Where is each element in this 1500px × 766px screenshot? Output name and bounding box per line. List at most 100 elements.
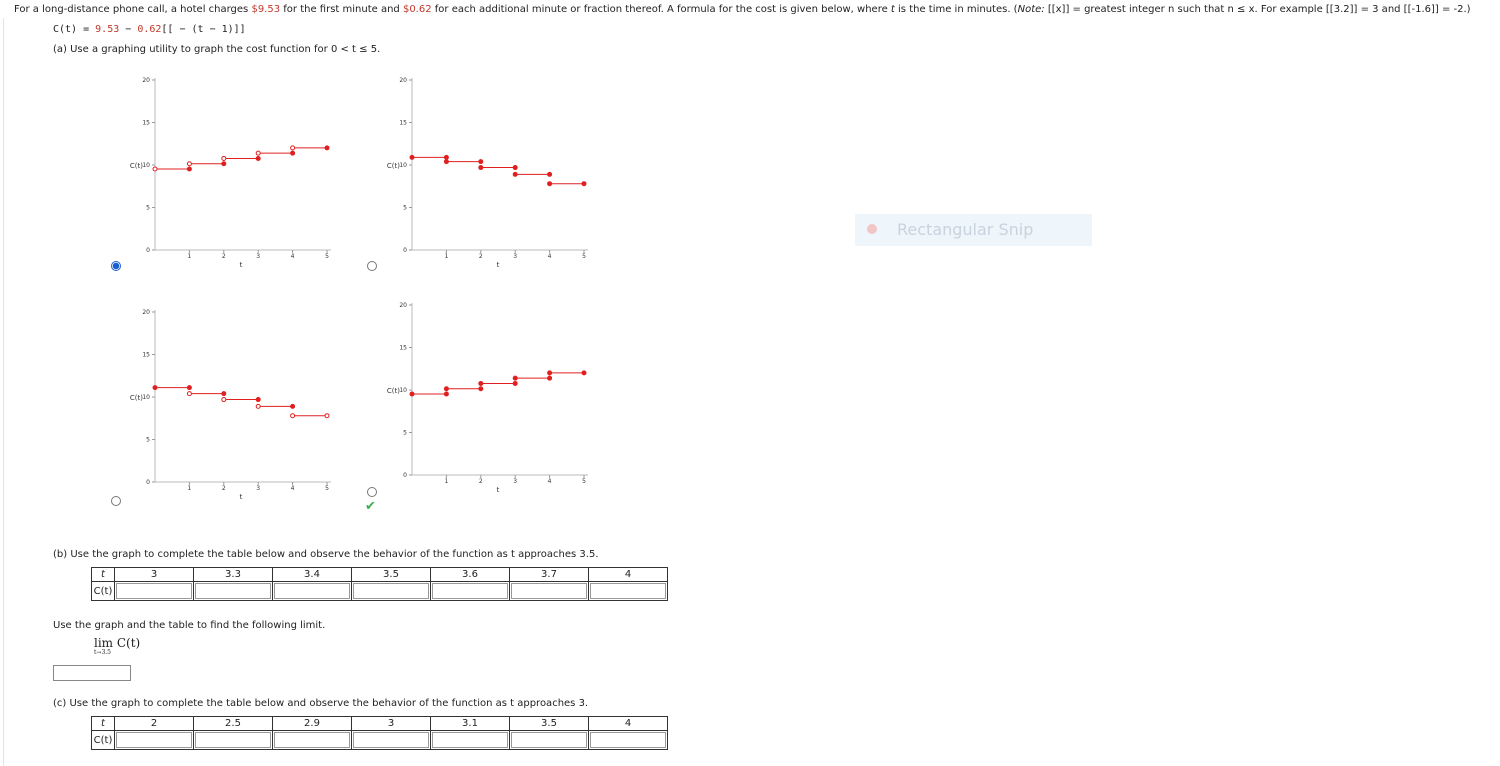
step-right-endpoint [581,181,587,187]
x-tick-label: 2 [479,478,483,485]
step-left-endpoint [152,166,158,172]
page-left-rule [3,18,4,766]
ct-cell [351,730,431,750]
t-value: 3 [351,716,431,731]
ct-cell [509,581,589,601]
t-value: 3.6 [430,567,510,582]
step-right-endpoint [186,166,192,172]
step-right-endpoint [581,370,587,376]
step-right-endpoint [324,145,330,151]
ct-cell [588,730,668,750]
intro-text-1: For a long-distance phone call, a hotel … [14,4,252,15]
x-axis-label: t [240,261,243,269]
ct-cell [430,730,510,750]
ct-input[interactable] [353,583,429,599]
ct-input[interactable] [195,583,271,599]
y-tick-label: 0 [403,247,407,254]
t-value: 3.3 [193,567,273,582]
x-tick-label: 1 [187,485,191,492]
step-right-endpoint [478,386,484,392]
graph-option-a-radio[interactable] [111,261,121,271]
ct-input[interactable] [511,732,587,748]
limit-instruction: Use the graph and the table to find the … [53,620,326,631]
graph-option-b-radio[interactable] [367,261,377,271]
step-right-endpoint [221,161,227,167]
ct-cell [193,730,273,750]
y-tick-label: 5 [146,205,150,212]
part-a-instruction: (a) Use a graphing utility to graph the … [53,44,381,55]
part-b-table: t 3 3.3 3.4 3.5 3.6 3.7 4 C(t) [91,567,668,601]
ct-input[interactable] [274,732,350,748]
ct-input[interactable] [511,583,587,599]
y-tick-label: 15 [399,120,407,127]
y-tick-label: 20 [142,309,150,316]
ct-input[interactable] [590,732,666,748]
step-right-endpoint [512,380,518,386]
graph-option-d-radio[interactable] [367,487,377,497]
ct-cell [588,581,668,601]
step-left-endpoint [409,391,415,397]
ct-cell [272,730,352,750]
ct-input[interactable] [116,583,192,599]
ct-cell [114,730,194,750]
x-tick-label: 1 [444,478,448,485]
step-left-endpoint [255,150,261,156]
x-tick-label: 3 [256,253,260,260]
step-right-endpoint [290,403,296,409]
intro-text-2: for the first minute and [280,4,403,15]
step-right-endpoint [512,165,518,171]
step-left-endpoint [547,370,553,376]
t-value: 2 [114,716,194,731]
ct-input[interactable] [432,732,508,748]
x-tick-label: 1 [444,253,448,260]
limit-answer-input[interactable] [53,665,131,681]
row-label-t: t [91,567,115,582]
ct-input[interactable] [116,732,192,748]
x-tick-label: 4 [548,253,552,260]
ct-cell [509,730,589,750]
ct-cell [430,581,510,601]
step-right-endpoint [443,154,449,160]
ct-input[interactable] [274,583,350,599]
ct-input[interactable] [590,583,666,599]
table-row: C(t) [91,730,668,750]
x-tick-label: 2 [222,253,226,260]
formula-minus: − [119,24,138,35]
step-left-endpoint [443,386,449,392]
ct-input[interactable] [195,732,271,748]
table-row: C(t) [91,581,668,601]
y-tick-label: 5 [403,205,407,212]
x-axis-label: t [497,261,500,269]
y-axis-label: C(t) [130,394,143,402]
step-right-endpoint [290,150,296,156]
ct-cell [193,581,273,601]
step-left-endpoint [152,385,158,391]
y-tick-label: 15 [142,352,150,359]
step-left-endpoint [443,159,449,165]
step-right-endpoint [547,375,553,381]
x-tick-label: 5 [325,253,329,260]
step-right-endpoint [221,391,227,397]
ct-input[interactable] [353,732,429,748]
t-value: 4 [588,567,668,582]
x-tick-label: 4 [291,485,295,492]
x-axis-label: t [240,493,243,501]
variable-t: t [890,4,895,15]
graph-option-c-radio[interactable] [111,496,121,506]
y-tick-label: 0 [146,247,150,254]
formula-lhs: C(t) = [53,24,96,35]
t-value: 3 [114,567,194,582]
correct-check-icon: ✔ [365,499,376,514]
t-value: 2.5 [193,716,273,731]
t-value: 3.1 [430,716,510,731]
cost-formula: C(t) = 9.53 − 0.62[[ − (t − 1)]] [53,24,246,35]
step-left-endpoint [478,380,484,386]
x-tick-label: 5 [582,253,586,260]
ct-cell [272,581,352,601]
step-right-endpoint [255,155,261,161]
ct-input[interactable] [432,583,508,599]
t-value: 3.4 [272,567,352,582]
x-tick-label: 5 [582,478,586,485]
table-row: t 2 2.5 2.9 3 3.1 3.5 4 [91,716,668,731]
